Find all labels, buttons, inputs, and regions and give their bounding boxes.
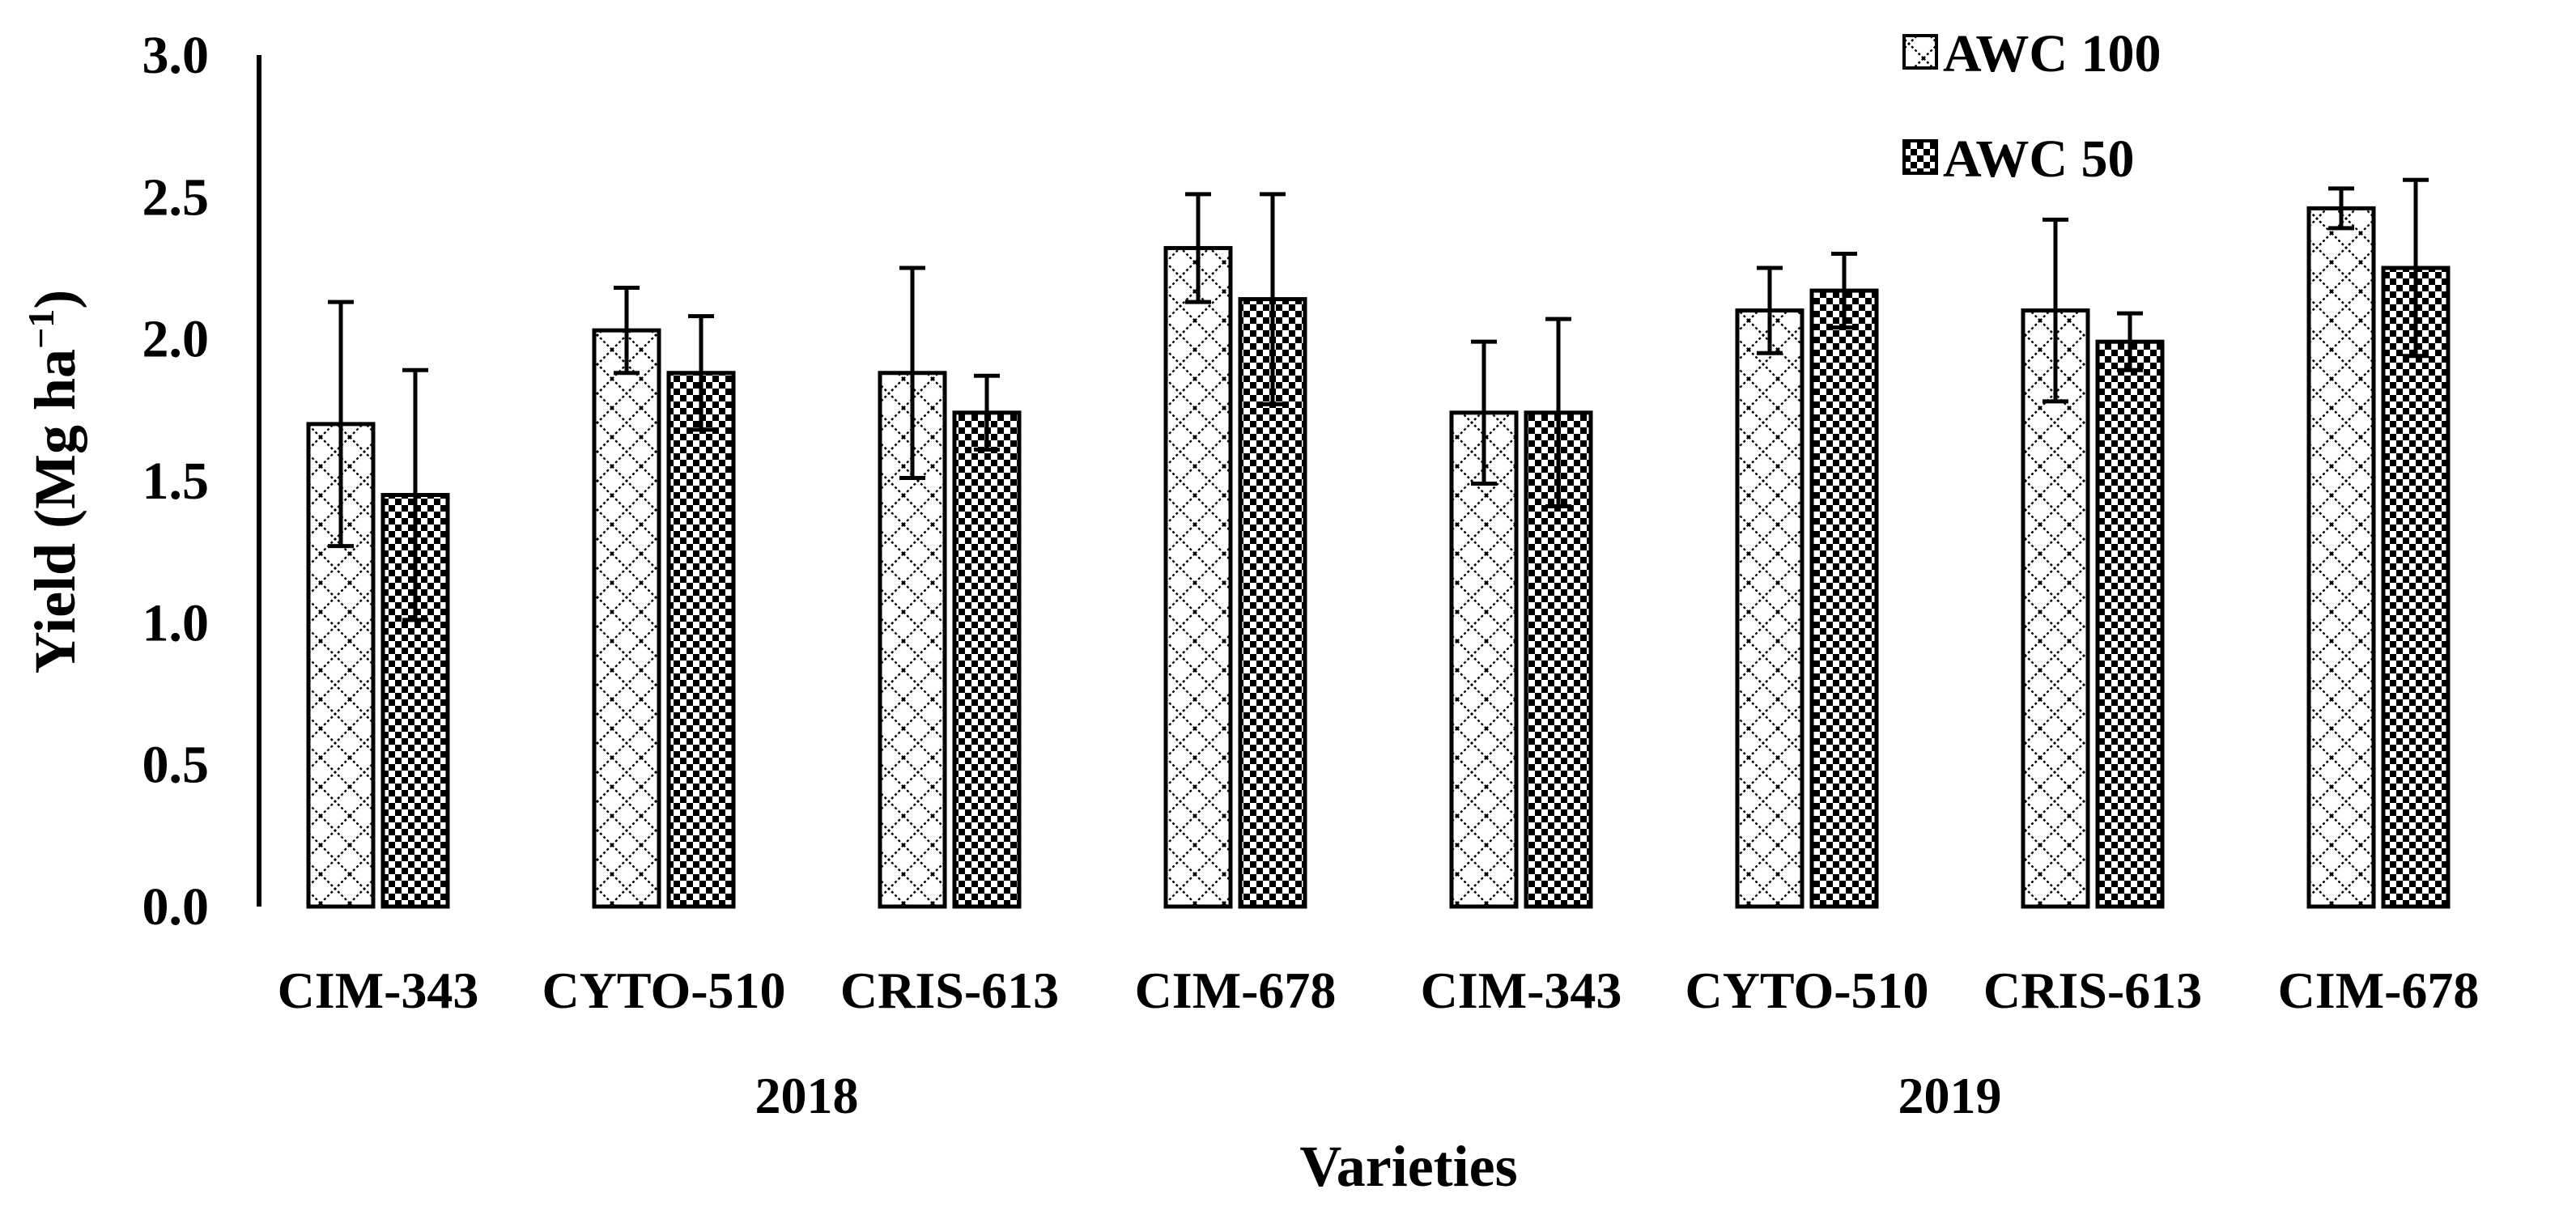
error-bar-awc-100-3 xyxy=(1185,192,1211,304)
bar-awc-100-5 xyxy=(1735,308,1804,909)
legend-label-awc-100: AWC 100 xyxy=(1943,24,2162,83)
y-tick-label: 2.5 xyxy=(142,168,210,227)
category-label-6: CRIS-613 xyxy=(1983,962,2202,1019)
group-label-1: 2019 xyxy=(1898,1067,2002,1124)
x-axis-title: Varieties xyxy=(1299,1134,1517,1199)
bar-awc-50-5 xyxy=(1809,288,1879,909)
error-bar-awc-50-5 xyxy=(1831,251,1857,330)
category-label-2: CRIS-613 xyxy=(840,962,1059,1019)
error-bar-awc-50-1 xyxy=(688,314,714,432)
error-bar-awc-50-4 xyxy=(1545,316,1571,509)
legend-label-awc-50: AWC 50 xyxy=(1943,130,2135,189)
y-tick-label: 0.0 xyxy=(142,877,210,937)
error-bar-awc-50-7 xyxy=(2403,177,2429,359)
y-tick-label: 1.5 xyxy=(142,452,210,511)
y-axis-title: Yield (Mg ha−1) xyxy=(20,290,87,674)
y-axis-title-superscript: −1 xyxy=(20,309,62,349)
category-label-5: CYTO-510 xyxy=(1685,962,1928,1019)
group-label-0: 2018 xyxy=(755,1067,859,1124)
error-bar-awc-50-6 xyxy=(2117,311,2143,372)
category-label-0: CIM-343 xyxy=(278,962,479,1019)
bar-awc-50-1 xyxy=(666,371,736,909)
bar-awc-100-4 xyxy=(1449,410,1519,909)
error-bar-awc-100-0 xyxy=(328,299,354,549)
error-bar-awc-50-2 xyxy=(974,373,1000,452)
error-bar-awc-50-3 xyxy=(1260,192,1286,406)
group-labels: 2018 2019 xyxy=(755,1067,2002,1124)
error-bar-awc-100-2 xyxy=(899,265,925,480)
category-label-3: CIM-678 xyxy=(1135,962,1337,1019)
y-axis-title-text: Yield (Mg ha xyxy=(23,349,87,673)
error-bars xyxy=(328,177,2429,622)
error-bar-awc-100-4 xyxy=(1471,339,1497,486)
legend-swatch-awc-50 xyxy=(1902,139,1938,175)
y-tick-label: 2.0 xyxy=(142,310,210,369)
bar-awc-100-6 xyxy=(2021,308,2090,909)
error-bar-awc-50-0 xyxy=(402,367,428,622)
error-bar-awc-100-7 xyxy=(2328,186,2354,231)
error-bar-awc-100-5 xyxy=(1757,265,1783,355)
legend: AWC 100 AWC 50 xyxy=(1902,24,2162,189)
error-bar-awc-100-6 xyxy=(2043,217,2068,404)
y-tick-label: 3.0 xyxy=(142,26,210,85)
category-labels: CIM-343 CYTO-510 CRIS-613 CIM-678 CIM-343 CYT… xyxy=(278,962,2480,1019)
category-label-7: CIM-678 xyxy=(2278,962,2480,1019)
bar-awc-100-1 xyxy=(592,328,661,909)
bar-awc-100-3 xyxy=(1163,245,1233,909)
category-label-1: CYTO-510 xyxy=(542,962,785,1019)
y-axis-title-close: ) xyxy=(23,290,87,309)
error-bar-awc-100-1 xyxy=(614,286,640,376)
y-tick-label: 0.5 xyxy=(142,736,210,795)
bar-awc-50-7 xyxy=(2381,265,2451,909)
legend-swatch-awc-100 xyxy=(1902,34,1938,70)
bar-awc-100-7 xyxy=(2306,206,2376,909)
bar-series xyxy=(306,206,2451,909)
category-label-4: CIM-343 xyxy=(1421,962,1622,1019)
y-axis-ticks: 0.0 0.5 1.0 1.5 2.0 2.5 3.0 xyxy=(142,26,210,937)
bar-awc-50-2 xyxy=(952,410,1022,909)
bar-awc-50-6 xyxy=(2095,339,2165,909)
y-tick-label: 1.0 xyxy=(142,593,210,652)
